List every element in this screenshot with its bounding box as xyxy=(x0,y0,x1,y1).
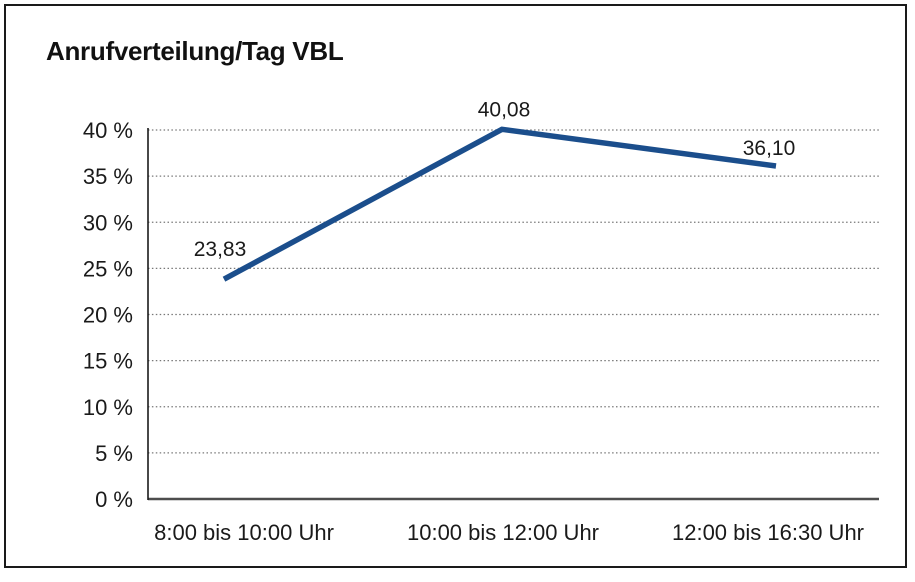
data-label: 23,83 xyxy=(194,238,247,261)
chart-frame: Anrufverteilung/Tag VBL 0 % 5 % 10 % 15 % 20… xyxy=(4,4,907,568)
line-chart: 0 % 5 % 10 % 15 % 20 % 25 % 30 % 35 % 40 % 8:00 b… xyxy=(83,98,879,545)
y-tick-label: 40 % xyxy=(83,118,133,143)
data-label: 36,10 xyxy=(743,137,796,160)
y-tick-label: 5 % xyxy=(95,441,133,466)
data-label: 40,08 xyxy=(478,98,531,121)
y-tick-label: 35 % xyxy=(83,164,133,189)
y-tick-label: 25 % xyxy=(83,256,133,281)
y-tick-label: 0 % xyxy=(95,487,133,512)
data-line xyxy=(222,126,777,282)
x-tick-label: 10:00 bis 12:00 Uhr xyxy=(407,520,599,545)
y-tick-label: 10 % xyxy=(83,395,133,420)
y-tick-label: 30 % xyxy=(83,210,133,235)
x-tick-label: 8:00 bis 10:00 Uhr xyxy=(154,520,334,545)
y-tick-label: 20 % xyxy=(83,303,133,328)
chart-title: Anrufverteilung/Tag VBL xyxy=(46,36,344,66)
y-tick-label: 15 % xyxy=(83,349,133,374)
x-tick-label: 12:00 bis 16:30 Uhr xyxy=(672,520,864,545)
